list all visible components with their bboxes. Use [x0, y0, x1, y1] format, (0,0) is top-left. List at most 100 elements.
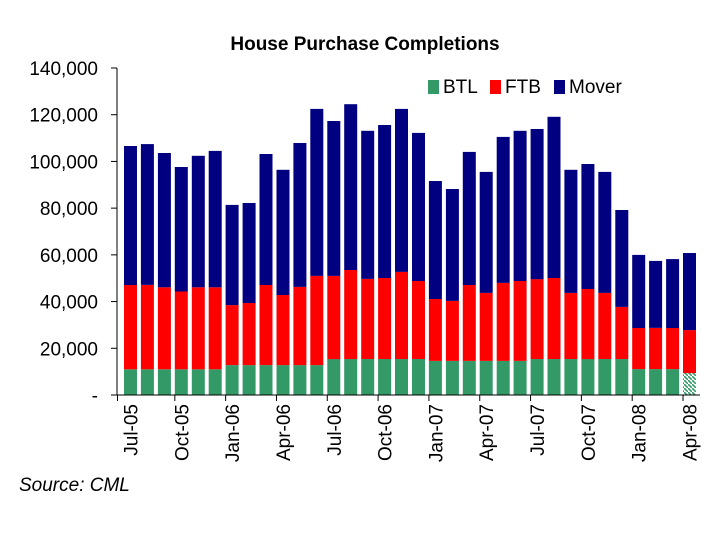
bar-ftb-feb-06 [242, 303, 256, 366]
x-tick-label: Jul-05 [122, 404, 143, 456]
bar-mover-apr-07 [479, 171, 493, 293]
bar-btl-jan-08 [632, 369, 646, 395]
bar-ftb-may-06 [293, 286, 307, 366]
legend-swatch-mover [554, 80, 565, 94]
bar-ftb-jun-06 [310, 275, 324, 366]
bar-btl-jan-06 [225, 365, 239, 395]
y-tick-label: - [92, 386, 98, 407]
bar-btl-feb-06 [242, 365, 256, 395]
bar-ftb-nov-05 [191, 287, 205, 370]
bar-btl-nov-07 [598, 359, 612, 395]
bar-mover-nov-05 [191, 155, 205, 288]
y-tick-label: 120,000 [29, 106, 98, 127]
bar-ftb-mar-07 [462, 285, 476, 361]
bar-btl-jun-06 [310, 365, 324, 395]
bar-mover-feb-06 [242, 203, 256, 303]
bar-btl-nov-06 [395, 359, 408, 395]
bar-mover-mar-06 [259, 154, 273, 285]
bar-btl-mar-07 [462, 360, 476, 395]
x-tick-label: Oct-05 [172, 404, 193, 461]
bar-ftb-oct-06 [378, 278, 392, 359]
bar-ftb-dec-07 [615, 306, 629, 359]
bar-ftb-jan-08 [632, 328, 646, 370]
legend: BTL FTB Mover [428, 77, 622, 98]
legend-swatch-ftb [490, 80, 501, 94]
bar-btl-jul-06 [327, 359, 341, 395]
x-tick-label: Jan-06 [223, 404, 244, 462]
bar-mover-aug-05 [140, 144, 154, 285]
bar-mover-apr-08 [683, 253, 696, 331]
source-note: Source: CML [19, 475, 130, 496]
bar-mover-dec-07 [615, 210, 629, 307]
y-tick-label: 20,000 [40, 339, 98, 360]
bar-ftb-jun-07 [513, 281, 527, 361]
bar-ftb-dec-06 [412, 281, 425, 359]
bar-ftb-sep-06 [361, 278, 375, 359]
x-tick-label: Jan-07 [426, 404, 447, 462]
bar-btl-aug-05 [140, 369, 154, 395]
bar-btl-oct-07 [581, 359, 595, 395]
bar-mover-sep-06 [361, 130, 375, 279]
bar-btl-oct-06 [378, 359, 392, 395]
bar-ftb-feb-08 [649, 328, 663, 370]
bar-mover-jun-07 [513, 130, 527, 281]
bar-mover-oct-07 [581, 164, 595, 289]
x-tick-label: Apr-06 [274, 404, 295, 461]
y-tick-label: 80,000 [40, 199, 98, 220]
bar-mover-dec-05 [208, 150, 222, 288]
bar-mover-sep-07 [564, 169, 578, 293]
x-axis: Jul-05 Oct-05 Jan-06 Apr-06 Jul-06 Oct-06 Jan-… [117, 394, 702, 462]
bar-ftb-jan-07 [428, 299, 442, 361]
bar-btl-mar-08 [666, 369, 680, 395]
bar-btl-jun-07 [513, 360, 527, 395]
bar-ftb-mar-06 [259, 285, 273, 366]
legend-label-mover: Mover [569, 77, 622, 98]
bar-ftb-aug-06 [344, 270, 358, 359]
bar-mover-jul-07 [530, 129, 544, 280]
x-tick-label: Jul-07 [528, 404, 549, 456]
bar-ftb-may-07 [496, 282, 510, 361]
bar-btl-dec-05 [208, 369, 222, 395]
bar-ftb-oct-07 [581, 289, 595, 360]
bar-mover-aug-07 [547, 116, 561, 278]
bar-mover-jul-05 [124, 146, 137, 285]
y-axis: - 20,000 40,000 60,000 80,000 100,000 120,000 1… [29, 59, 118, 407]
bar-ftb-jul-07 [530, 279, 544, 359]
bar-ftb-jul-05 [124, 285, 137, 370]
bar-mover-jul-06 [327, 121, 341, 276]
y-tick-label: 60,000 [40, 246, 98, 267]
bar-ftb-feb-07 [445, 300, 459, 361]
bar-btl-aug-07 [547, 359, 561, 395]
bar-btl-jan-07 [428, 360, 442, 395]
bar-mover-oct-06 [378, 125, 392, 278]
bar-ftb-apr-06 [276, 295, 290, 366]
y-tick-label: 140,000 [29, 59, 98, 80]
bar-btl-aug-06 [344, 359, 358, 395]
bar-ftb-sep-05 [157, 287, 171, 370]
bar-btl-dec-06 [412, 359, 425, 395]
bar-mover-jun-06 [310, 108, 324, 276]
bar-btl-may-07 [496, 360, 510, 395]
bar-btl-nov-05 [191, 369, 205, 395]
bar-ftb-aug-07 [547, 278, 561, 359]
bar-btl-feb-08 [649, 369, 663, 395]
bar-mover-feb-07 [445, 189, 459, 301]
bar-mover-may-07 [496, 136, 510, 283]
bar-mover-mar-07 [462, 151, 476, 285]
x-tick-label: Jan-08 [630, 404, 651, 462]
bar-btl-apr-07 [479, 360, 493, 395]
x-tick-label: Apr-07 [477, 404, 498, 461]
bar-mover-nov-07 [598, 171, 612, 293]
bar-mover-jan-07 [428, 181, 442, 299]
bar-mover-jan-06 [225, 204, 239, 306]
x-tick-label: Apr-08 [681, 404, 702, 461]
bar-btl-dec-07 [615, 359, 629, 395]
bar-mover-apr-06 [276, 169, 290, 295]
legend-swatch-btl [428, 80, 439, 94]
bar-mover-oct-05 [174, 167, 188, 292]
bar-mover-may-06 [293, 143, 307, 287]
bar-ftb-jan-06 [225, 305, 239, 366]
bar-btl-apr-08 [683, 373, 696, 395]
bar-btl-jul-05 [124, 369, 137, 395]
